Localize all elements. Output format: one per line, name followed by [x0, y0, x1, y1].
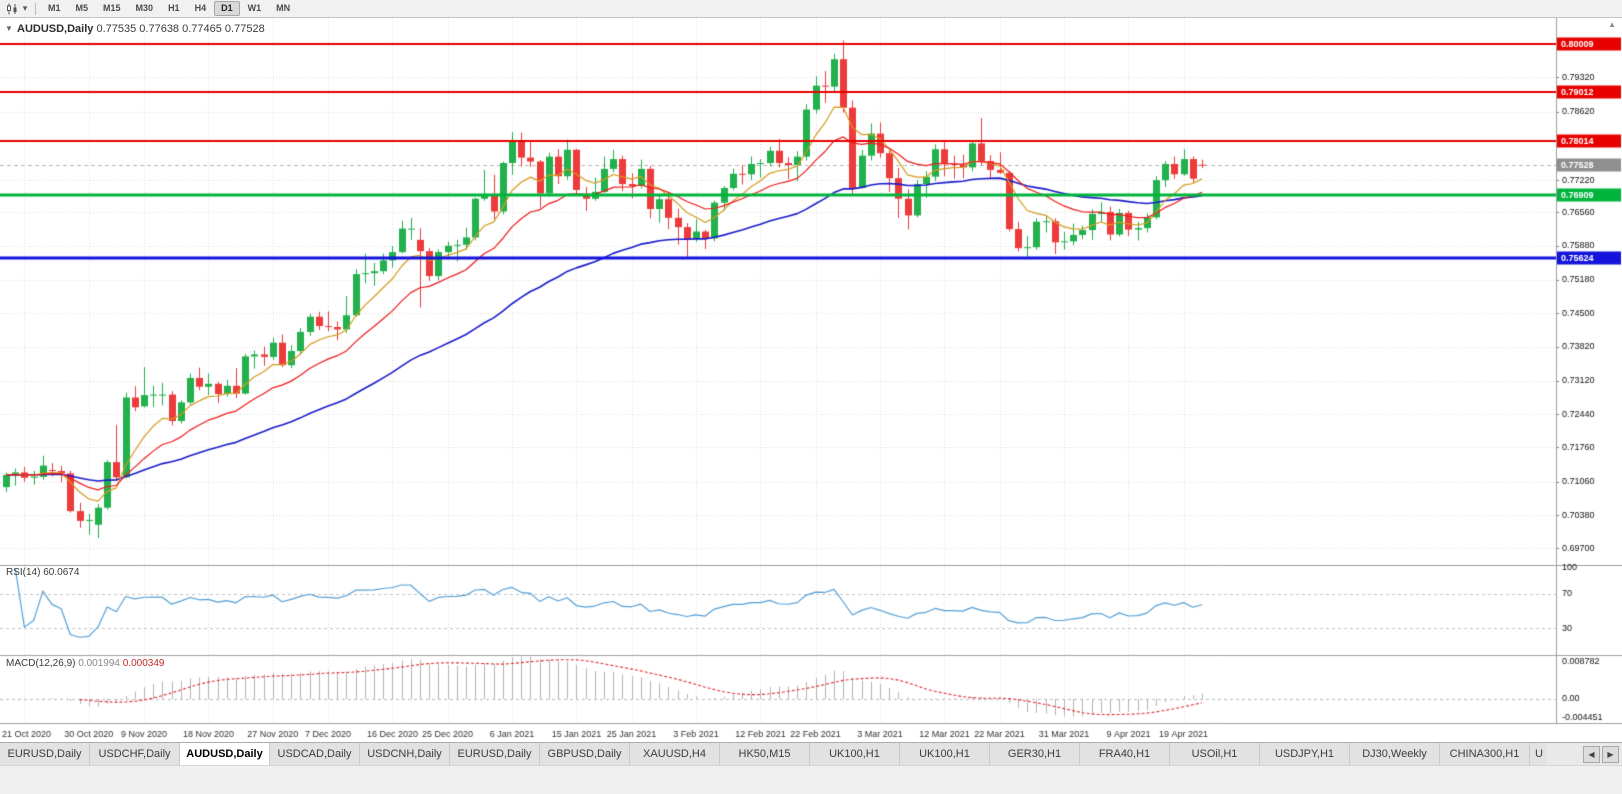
chart-tab-fra40-h1[interactable]: FRA40,H1	[1080, 743, 1170, 765]
macd-indicator-label: MACD(12,26,9) 0.001994 0.000349	[6, 658, 164, 669]
timeframe-button-h4[interactable]: H4	[194, 3, 207, 13]
chart-tab-eurusd-daily[interactable]: EURUSD,Daily	[0, 743, 90, 765]
tabs-scroll-left-button[interactable]: ◀	[1583, 746, 1600, 763]
tab-scroll-arrows: ◀ ▶	[1583, 746, 1619, 763]
chart-title: AUDUSD,Daily 0.77535 0.77638 0.77465 0.7…	[17, 23, 265, 35]
chart-tab-audusd-daily[interactable]: AUDUSD,Daily	[180, 743, 270, 765]
chart-title-ohlc: 0.77535 0.77638 0.77465 0.77528	[96, 23, 265, 35]
macd-value-signal: 0.000349	[122, 658, 165, 669]
chart-tab-uk100-h1[interactable]: UK100,H1	[900, 743, 990, 765]
chart-tabs-bar: EURUSD,Daily USDCHF,Daily AUDUSD,Daily USDC…	[0, 742, 1622, 765]
chart-tab-china300-h1[interactable]: CHINA300,H1	[1440, 743, 1530, 765]
chart-tab-gbpusd-daily[interactable]: GBPUSD,Daily	[540, 743, 630, 765]
timeframe-button-m15[interactable]: M15	[103, 3, 121, 13]
chart-title-symbol: AUDUSD,Daily	[17, 23, 94, 35]
chart-canvas[interactable]	[0, 18, 1622, 742]
status-bar	[0, 765, 1622, 794]
chart-tab-usdjpy-h1[interactable]: USDJPY,H1	[1260, 743, 1350, 765]
chart-tab-ger30-h1[interactable]: GER30,H1	[990, 743, 1080, 765]
chart-shift-marker-icon[interactable]: ▲	[1608, 20, 1616, 29]
timeframe-button-d1[interactable]: D1	[214, 1, 240, 16]
timeframe-button-h1[interactable]: H1	[168, 3, 180, 13]
chart-type-dropdown-icon[interactable]: ▾	[22, 3, 28, 13]
rsi-indicator-label: RSI(14) 60.0674	[6, 567, 79, 578]
macd-value-main: 0.001994	[78, 658, 120, 669]
timeframe-button-m1[interactable]: M1	[48, 3, 61, 13]
chart-tab-usdcnh-daily[interactable]: USDCNH,Daily	[360, 743, 450, 765]
chart-tab-xauusd-h4[interactable]: XAUUSD,H4	[630, 743, 720, 765]
timeframe-button-w1[interactable]: W1	[247, 3, 262, 13]
one-click-trading-icon[interactable]: ▼	[5, 24, 13, 33]
chart-tab-hk50-m15[interactable]: HK50,M15	[720, 743, 810, 765]
chart-tab-usoil-h1[interactable]: USOil,H1	[1170, 743, 1260, 765]
toolbar-separator	[35, 2, 36, 15]
timeframe-buttons: M1 M5 M15 M30 H1 H4 D1 W1 MN	[41, 1, 297, 16]
timeframe-button-m5[interactable]: M5	[75, 3, 89, 13]
toolbar: ▾ M1 M5 M15 M30 H1 H4 D1 W1 MN	[0, 0, 1622, 18]
chart-tab-u[interactable]: U	[1530, 743, 1547, 765]
chart-type-candlestick-icon[interactable]	[4, 2, 20, 16]
rsi-name: RSI(14)	[6, 567, 41, 578]
macd-name: MACD(12,26,9)	[6, 658, 76, 669]
chart-tabs: EURUSD,Daily USDCHF,Daily AUDUSD,Daily USDC…	[0, 743, 1584, 765]
rsi-value: 60.0674	[43, 567, 80, 578]
tabs-scroll-right-button[interactable]: ▶	[1602, 746, 1619, 763]
chart-tab-dj30-weekly[interactable]: DJ30,Weekly	[1350, 743, 1440, 765]
chart-tab-usdcad-daily[interactable]: USDCAD,Daily	[270, 743, 360, 765]
chart-tab-uk100-h1[interactable]: UK100,H1	[810, 743, 900, 765]
timeframe-button-m30[interactable]: M30	[135, 3, 154, 13]
chart-tab-eurusd-daily[interactable]: EURUSD,Daily	[450, 743, 540, 765]
timeframe-button-mn[interactable]: MN	[276, 3, 291, 13]
chart-tab-usdchf-daily[interactable]: USDCHF,Daily	[90, 743, 180, 765]
